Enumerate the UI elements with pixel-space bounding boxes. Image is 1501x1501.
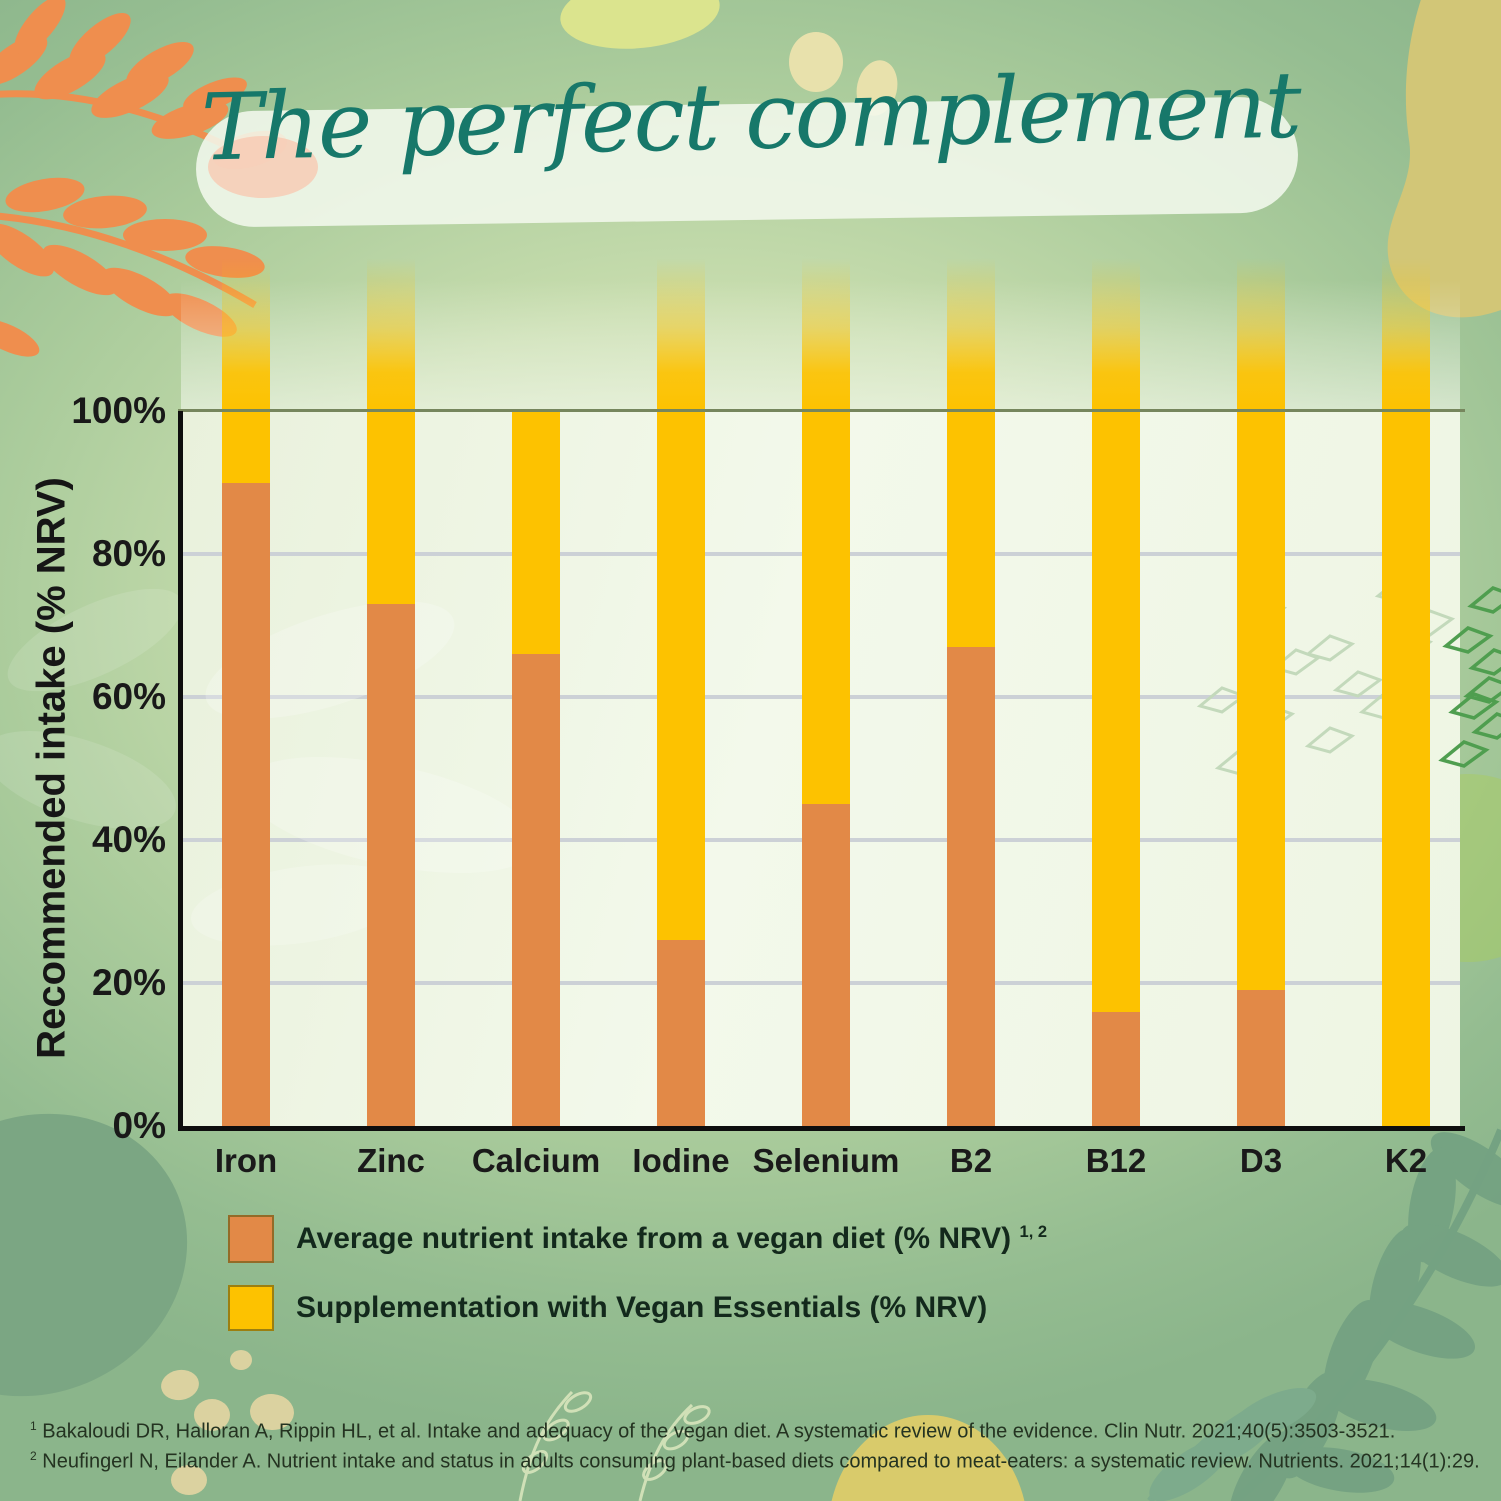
- bar-iodine-supplementation: [657, 411, 705, 940]
- bar-d3-vegan-intake: [1237, 990, 1285, 1126]
- x-label-calcium: Calcium: [471, 1142, 601, 1179]
- x-label-iron: Iron: [214, 1142, 278, 1179]
- y-tick-100: 100%: [71, 390, 166, 431]
- y-tick-80: 80%: [91, 533, 166, 574]
- bar-b12-vegan-intake: [1092, 1012, 1140, 1126]
- bar-selenium-vegan-intake: [802, 804, 850, 1126]
- bar-selenium-supplementation: [802, 411, 850, 804]
- y-tick-0: 0%: [112, 1105, 166, 1146]
- bar-k2-supplementation: [1382, 411, 1430, 1126]
- x-label-b2: B2: [949, 1142, 993, 1179]
- legend-swatch-vegan-diet: [228, 1215, 274, 1263]
- bar-b12-supplementation: [1092, 411, 1140, 1012]
- bar-iodine-vegan-intake: [657, 940, 705, 1126]
- bar-calcium-supplementation: [512, 411, 560, 654]
- bar-selenium-overflow-fade: [802, 258, 850, 411]
- legend-label-vegan-diet: Average nutrient intake from a vegan die…: [296, 1222, 1048, 1255]
- y-axis-title: Recommended intake (% NRV): [29, 477, 74, 1059]
- x-label-d3: D3: [1239, 1142, 1283, 1179]
- bar-zinc-overflow-fade: [367, 258, 415, 411]
- bar-zinc-supplementation: [367, 411, 415, 604]
- bar-d3-supplementation: [1237, 411, 1285, 990]
- bar-calcium-vegan-intake: [512, 654, 560, 1126]
- bar-b2-supplementation: [947, 411, 995, 647]
- sprig-decoration: [518, 1390, 711, 1501]
- legend-label-supplementation: Supplementation with Vegan Essentials (%…: [296, 1291, 988, 1324]
- x-label-selenium: Selenium: [752, 1142, 900, 1179]
- bar-k2-overflow-fade: [1382, 258, 1430, 411]
- bar-d3-overflow-fade: [1237, 258, 1285, 411]
- hundred-percent-line: [178, 409, 1465, 412]
- x-label-zinc: Zinc: [357, 1142, 425, 1179]
- y-tick-40: 40%: [91, 819, 166, 860]
- bar-iodine-overflow-fade: [657, 258, 705, 411]
- y-axis-line: [178, 411, 183, 1131]
- bar-iron-vegan-intake: [222, 483, 270, 1127]
- bar-b2-overflow-fade: [947, 258, 995, 411]
- footnote-1: 1 Bakaloudi DR, Halloran A, Rippin HL, e…: [30, 1419, 1396, 1443]
- legend-swatch-supplementation: [228, 1285, 274, 1331]
- bar-b12-overflow-fade: [1092, 258, 1140, 411]
- pale-ellipse-decoration: [560, 0, 720, 49]
- x-label-k2: K2: [1384, 1142, 1428, 1179]
- bar-iron-supplementation: [222, 411, 270, 483]
- footnote-2: 2 Neufingerl N, Eilander A. Nutrient int…: [30, 1449, 1480, 1473]
- bar-iron-overflow-fade: [222, 258, 270, 411]
- bar-b2-vegan-intake: [947, 647, 995, 1126]
- legend-superscript: 1, 2: [1019, 1223, 1048, 1241]
- x-label-iodine: Iodine: [632, 1142, 730, 1179]
- x-axis-line: [178, 1126, 1465, 1131]
- x-label-b12: B12: [1085, 1142, 1147, 1179]
- y-tick-60: 60%: [91, 676, 166, 717]
- bar-zinc-vegan-intake: [367, 604, 415, 1126]
- y-tick-20: 20%: [91, 962, 166, 1003]
